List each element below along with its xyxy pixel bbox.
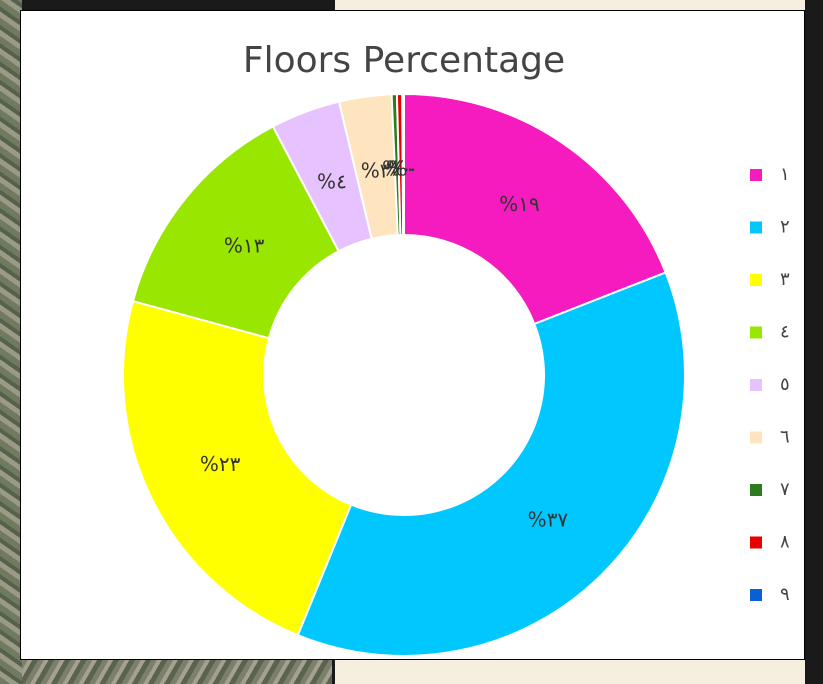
slice-label: %٣٧ xyxy=(528,507,569,531)
legend-swatch xyxy=(750,274,762,286)
slice xyxy=(131,125,341,340)
legend-label: ٧ xyxy=(780,479,790,500)
legend-label: ٨ xyxy=(780,532,790,553)
slice-label: %٠ xyxy=(388,157,418,181)
legend-swatch xyxy=(750,221,762,234)
legend-swatch xyxy=(750,589,762,601)
legend-swatch xyxy=(750,484,762,496)
slice-label: %٢٣ xyxy=(200,452,241,476)
legend-label: ١ xyxy=(780,164,790,185)
map-background xyxy=(0,0,22,684)
legend-label: ٣ xyxy=(780,269,790,290)
map-background xyxy=(22,660,332,684)
legend-swatch xyxy=(750,431,762,444)
slice xyxy=(122,299,353,637)
slice-label: %٠ xyxy=(382,157,412,181)
legend-label: ٥ xyxy=(780,374,790,395)
chart-title: Floors Percentage xyxy=(243,40,565,81)
legend-label: ٦ xyxy=(780,427,790,448)
legend-swatch xyxy=(750,536,762,549)
legend-swatch xyxy=(750,326,762,339)
slice-label: %١٩ xyxy=(499,192,540,216)
frame xyxy=(805,0,823,684)
legend-swatch xyxy=(750,169,762,181)
slice xyxy=(401,92,405,237)
legend-label: ٢ xyxy=(780,217,790,238)
legend-label: ٤ xyxy=(780,322,790,343)
slice-label: %٠ xyxy=(386,157,416,181)
slice xyxy=(296,271,686,657)
slice-label: %٣ xyxy=(361,158,391,182)
slice-label: %٤ xyxy=(317,170,347,194)
slice-label: %١٣ xyxy=(224,233,265,257)
legend-swatch xyxy=(750,379,762,391)
slice xyxy=(403,92,667,326)
legend-label: ٩ xyxy=(780,584,790,605)
